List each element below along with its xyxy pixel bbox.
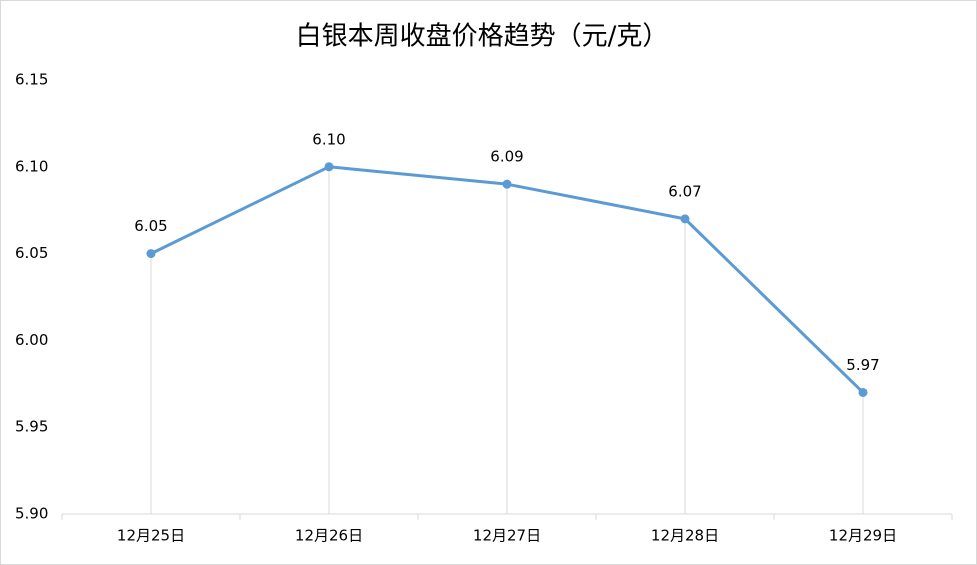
data-label: 6.05 [134,217,167,235]
data-point [680,214,690,224]
data-point [146,249,156,259]
x-tick-label: 12月28日 [651,527,719,545]
y-tick-label: 6.15 [15,71,48,89]
y-tick-label: 5.95 [15,418,48,436]
data-point [858,387,868,397]
x-tick-label: 12月25日 [117,527,185,545]
data-label: 6.07 [668,182,701,200]
data-point [502,179,512,189]
x-tick-label: 12月26日 [295,527,363,545]
y-tick-label: 5.90 [15,505,48,523]
x-tick-label: 12月27日 [473,527,541,545]
data-label: 6.10 [312,130,345,148]
data-point [324,162,334,172]
chart-title: 白银本周收盘价格趋势（元/克） [296,22,669,52]
y-tick-label: 6.00 [15,331,48,349]
data-label: 6.09 [490,148,523,166]
y-tick-label: 6.10 [15,157,48,175]
x-tick-label: 12月29日 [829,527,897,545]
data-label: 5.97 [846,356,879,374]
y-tick-label: 6.05 [15,244,48,262]
